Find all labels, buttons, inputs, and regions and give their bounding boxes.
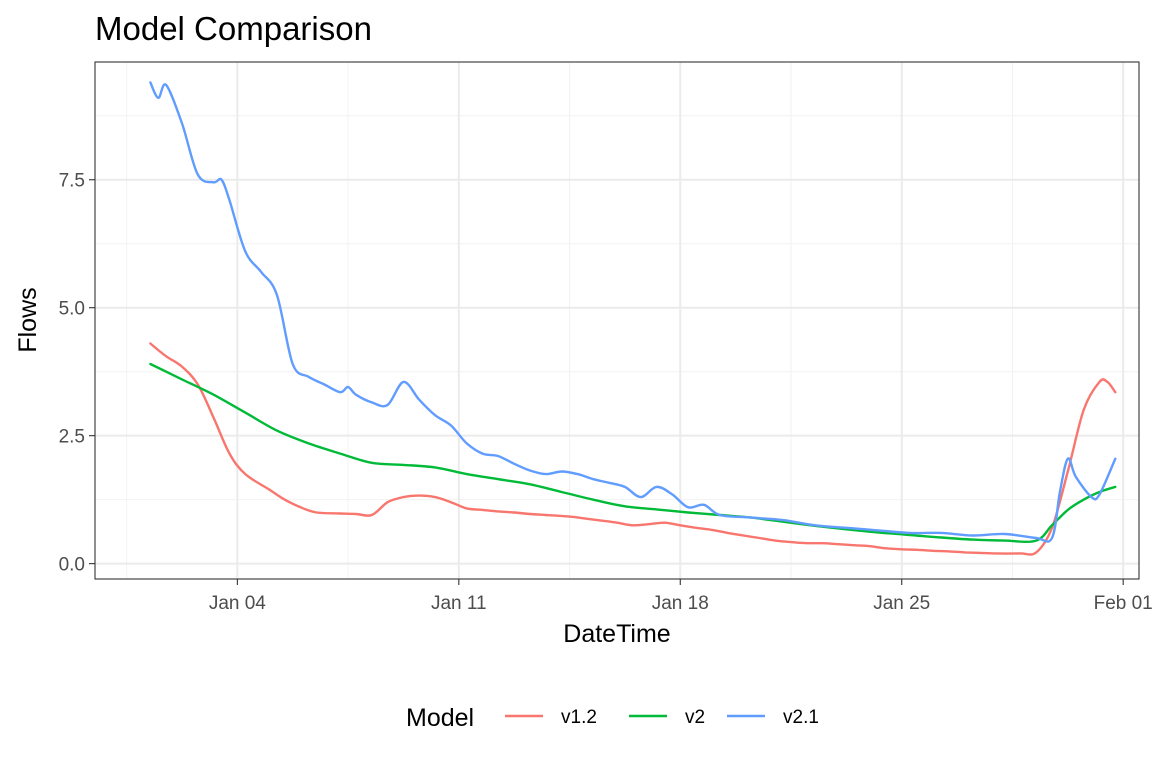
y-axis-title: Flows xyxy=(14,287,42,352)
x-tick-label: Jan 04 xyxy=(209,593,266,614)
y-tick-label: 5.0 xyxy=(59,299,85,320)
chart-title: Model Comparison xyxy=(95,10,372,47)
legend-title: Model xyxy=(406,704,474,732)
axes: Jan 04 Jan 11 Jan 18 Jan 25 Feb 01 0.0 2.5 5.0 7… xyxy=(59,171,1152,614)
y-tick-label: 0.0 xyxy=(59,555,85,576)
legend-label-v2-1: v2.1 xyxy=(783,707,819,728)
y-tick-label: 2.5 xyxy=(59,427,85,448)
x-tick-label: Jan 18 xyxy=(652,593,709,614)
x-tick-label: Feb 01 xyxy=(1094,593,1152,614)
x-tick-label: Jan 11 xyxy=(431,593,487,614)
legend-label-v1-2: v1.2 xyxy=(561,707,597,728)
series-lines xyxy=(149,81,1117,556)
legend-label-v2: v2 xyxy=(685,707,705,728)
y-tick-label: 7.5 xyxy=(59,171,85,192)
panel-border xyxy=(94,61,1140,580)
series-line-v2-1 xyxy=(149,81,1117,543)
legend: Model v1.2 v2 v2.1 xyxy=(406,704,819,732)
x-axis-title: DateTime xyxy=(563,620,670,648)
series-line-v1-2 xyxy=(149,342,1117,556)
x-tick-label: Jan 25 xyxy=(873,593,930,614)
series-line-v2 xyxy=(149,362,1117,543)
grid xyxy=(95,62,1139,579)
